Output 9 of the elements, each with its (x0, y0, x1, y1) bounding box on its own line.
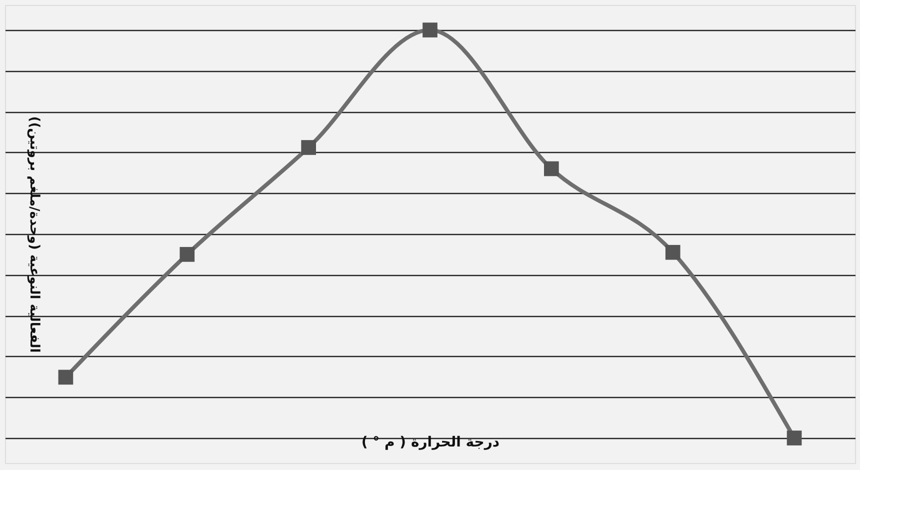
y-axis-title: (الفعالية النوعية (وحدة/ملغم بروتين) (26, 116, 42, 353)
point (665, 244, 680, 260)
point (786, 430, 802, 446)
point (422, 22, 438, 38)
point (180, 246, 195, 262)
point (301, 140, 316, 155)
point (544, 161, 559, 176)
point (58, 370, 74, 385)
x-axis-title: درجة الحرارة ( م ° ) (361, 434, 500, 450)
